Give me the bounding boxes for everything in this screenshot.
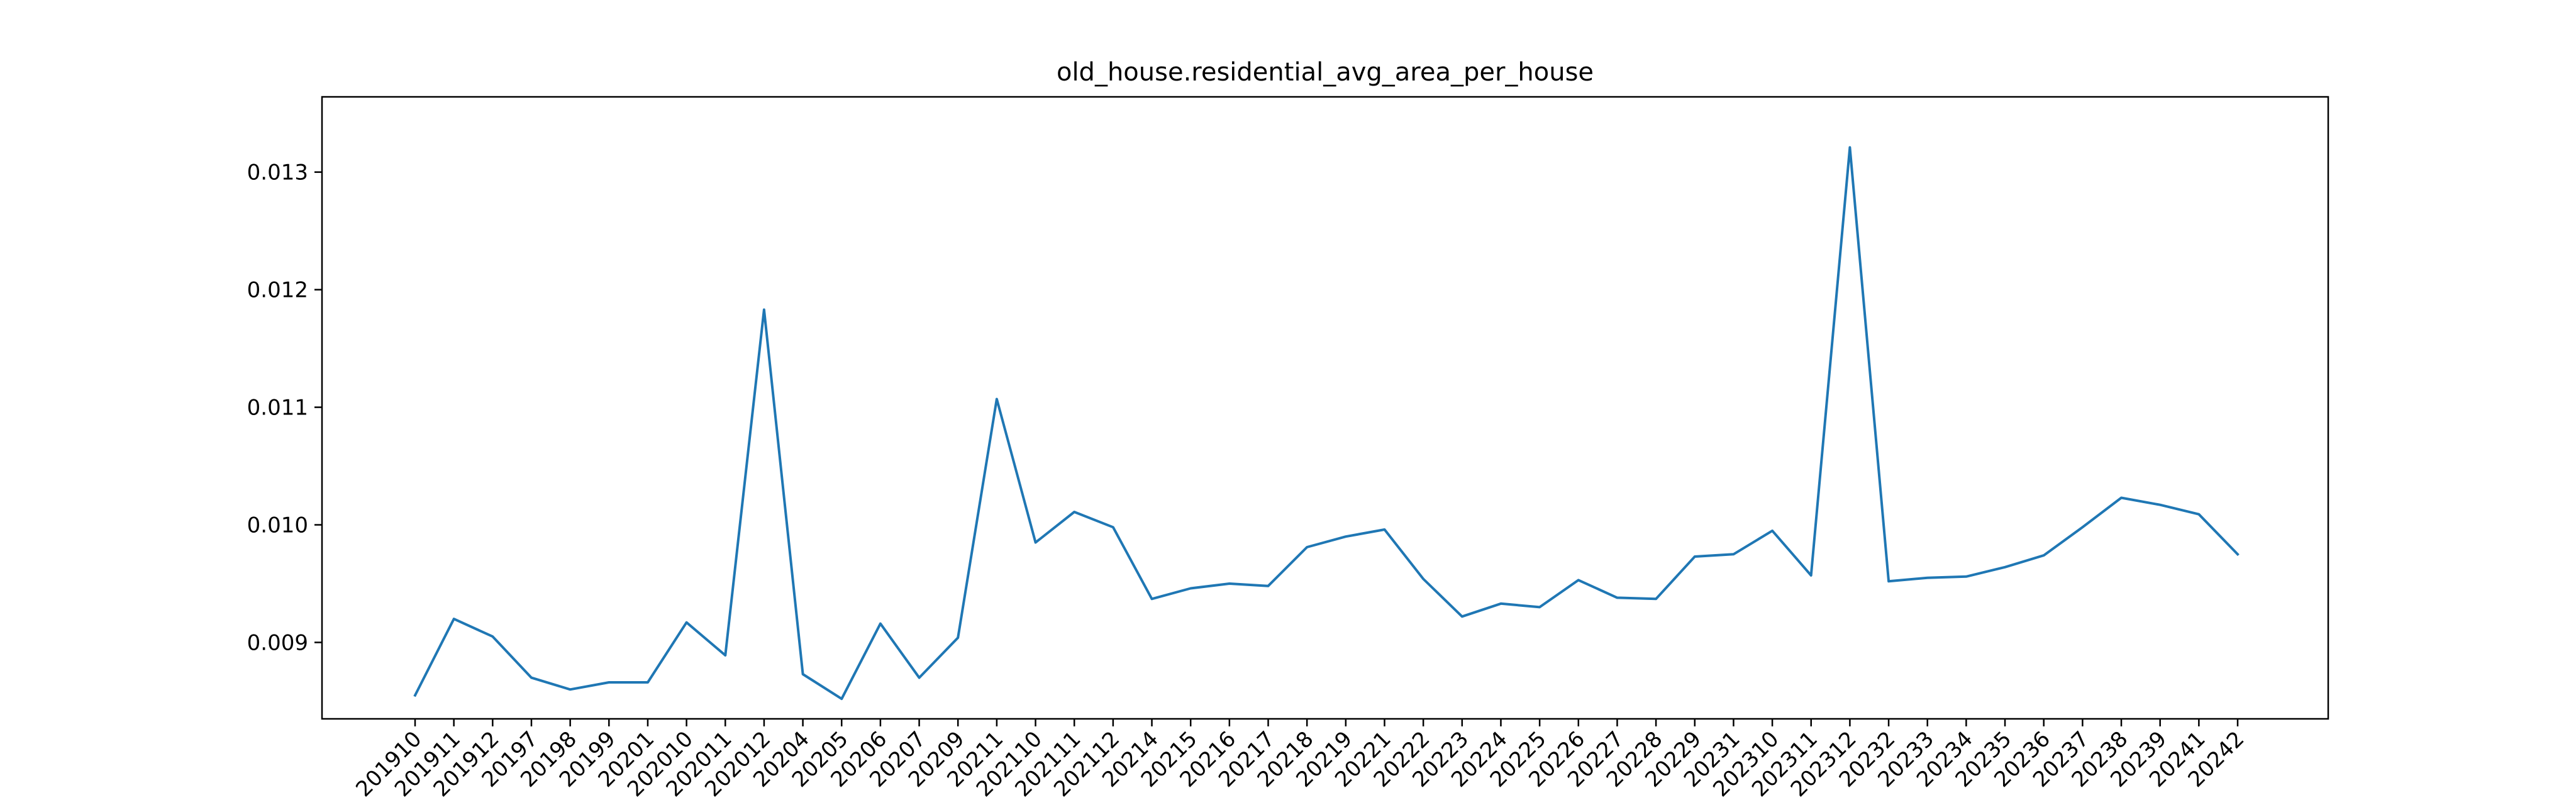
y-tick-label: 0.010 [247, 513, 308, 538]
y-tick-label: 0.012 [247, 278, 308, 303]
plot-frame [321, 96, 2329, 720]
x-axis: 2019102019112019122019720198201992020120… [351, 719, 2249, 802]
series-line-0 [413, 146, 2240, 701]
y-tick-label: 0.011 [247, 396, 308, 421]
y-axis: 0.009 0.010 0.011 0.012 0.013 [247, 160, 322, 655]
y-tick-label: 0.009 [247, 630, 308, 655]
chart-title: old_house.residential_avg_area_per_house [1057, 58, 1594, 87]
series-group [413, 146, 2240, 701]
y-tick-label: 0.013 [247, 160, 308, 186]
